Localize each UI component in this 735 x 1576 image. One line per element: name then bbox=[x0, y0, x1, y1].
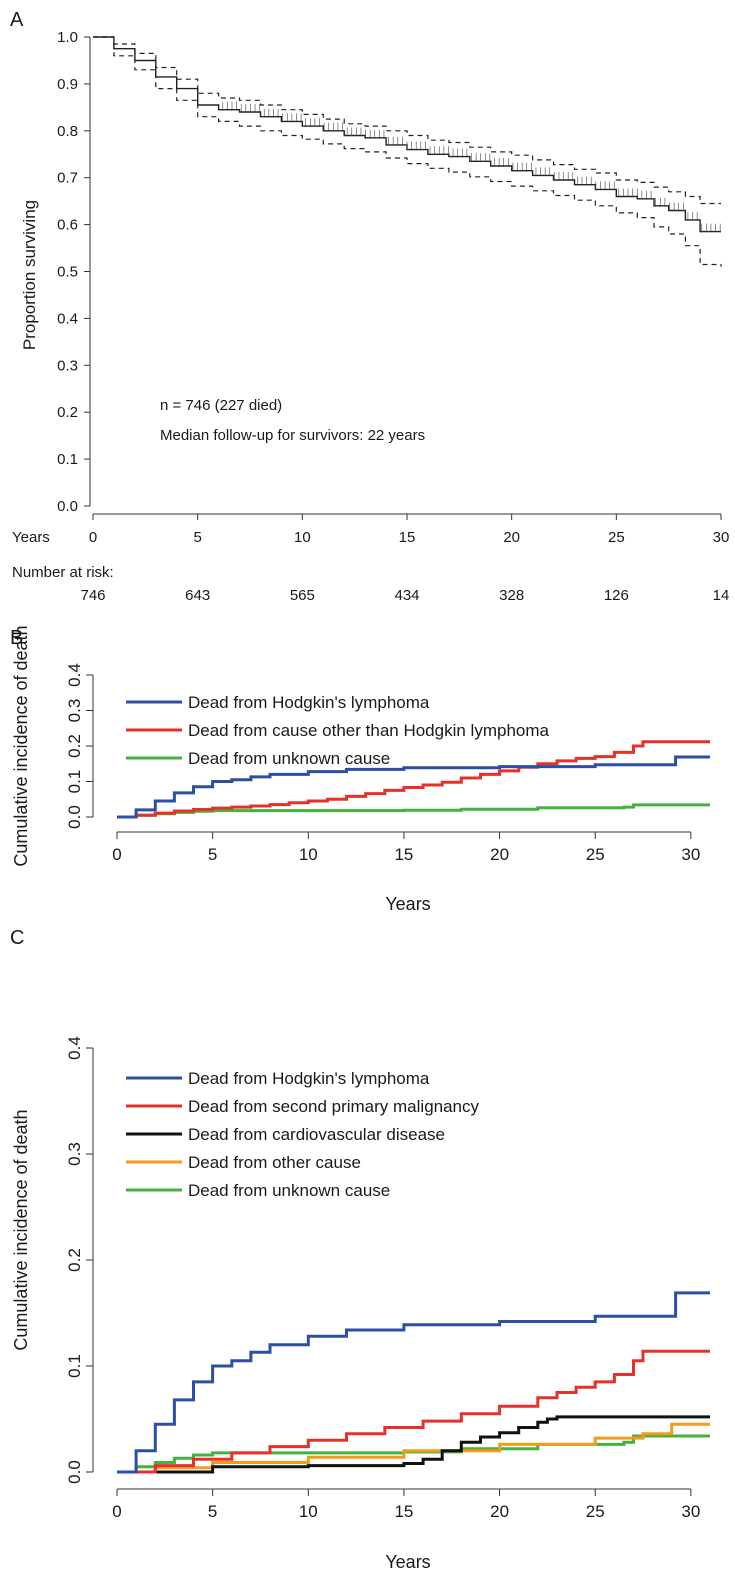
panel-b-x-tick-label: 25 bbox=[586, 845, 605, 864]
panel-c-x-tick-label: 15 bbox=[394, 1502, 413, 1521]
panel-a-x-tick-label: 25 bbox=[608, 529, 625, 546]
panel-b-series-line bbox=[117, 755, 710, 819]
panel-c-x-tick-label: 25 bbox=[586, 1502, 605, 1521]
panel-c-x-axis-label: Years bbox=[385, 1552, 430, 1572]
panel-a: A 0.0 0.1 0.2 0.3 0.4 0.5 0.6 0.7 0.8 0.9 1.0 0 5 10 1… bbox=[10, 9, 729, 604]
panel-a-annotation-n: n = 746 (227 died) bbox=[160, 397, 282, 414]
panel-b-legend-label: Dead from cause other than Hodgkin lymph… bbox=[188, 721, 550, 740]
panel-c-y-tick-label: 0.3 bbox=[65, 1142, 84, 1166]
panel-b-x-tick-label: 15 bbox=[394, 845, 413, 864]
panel-c-legend-label: Dead from other cause bbox=[188, 1153, 361, 1172]
panel-c-x-tick-label: 20 bbox=[490, 1502, 509, 1521]
panel-a-y-tick-label: 0.4 bbox=[57, 310, 78, 327]
panel-c-legend-label: Dead from Hodgkin's lymphoma bbox=[188, 1069, 430, 1088]
panel-c-legend-label: Dead from unknown cause bbox=[188, 1181, 390, 1200]
panel-b-x-tick-label: 5 bbox=[208, 845, 217, 864]
panel-c-series-line bbox=[117, 1291, 710, 1474]
risk-table-value: 643 bbox=[185, 587, 210, 604]
panel-b-y-tick-label: 0.0 bbox=[65, 805, 84, 829]
panel-b-y-axis-label: Cumulative incidence of death bbox=[11, 625, 31, 866]
panel-b-plot: 0.0 0.1 0.2 0.3 0.4 0 5 10 15 20 25 30 bbox=[65, 663, 710, 864]
panel-a-x-tick-label: 20 bbox=[503, 529, 520, 546]
panel-c-series-line bbox=[117, 1415, 710, 1474]
panel-a-y-tick-label: 1.0 bbox=[57, 29, 78, 46]
panel-a-y-tick-label: 0.9 bbox=[57, 76, 78, 93]
panel-a-y-axis-label: Proportion surviving bbox=[20, 200, 39, 350]
panel-b-label: B bbox=[10, 627, 23, 649]
panel-b-legend: Dead from Hodgkin's lymphoma Dead from ca… bbox=[126, 693, 550, 768]
panel-a-y-tick-label: 0.1 bbox=[57, 451, 78, 468]
panel-a-y-tick-label: 0.3 bbox=[57, 357, 78, 374]
panel-a-x-axis-label: Years bbox=[12, 529, 50, 546]
panel-a-y-tick-label: 0.5 bbox=[57, 264, 78, 281]
panel-a-y-tick-label: 0.0 bbox=[57, 498, 78, 515]
panel-b-x-tick-label: 0 bbox=[112, 845, 121, 864]
panel-c-x-tick-label: 10 bbox=[299, 1502, 318, 1521]
panel-c-y-tick-label: 0.2 bbox=[65, 1248, 84, 1272]
risk-table-value: 746 bbox=[80, 587, 105, 604]
panel-c-label: C bbox=[10, 927, 24, 949]
risk-table-value: 328 bbox=[499, 587, 524, 604]
risk-table-label: Number at risk: bbox=[12, 564, 114, 581]
panel-b-x-tick-label: 10 bbox=[299, 845, 318, 864]
panel-b-legend-label: Dead from unknown cause bbox=[188, 749, 390, 768]
panel-c-y-tick-label: 0.0 bbox=[65, 1460, 84, 1484]
panel-a-plot: 0.0 0.1 0.2 0.3 0.4 0.5 0.6 0.7 0.8 0.9 1.0 0 5 10 15 2… bbox=[57, 29, 729, 546]
panel-c-legend: Dead from Hodgkin's lymphoma Dead from se… bbox=[126, 1069, 480, 1200]
confidence-band-line bbox=[93, 36, 721, 205]
panel-a-y-tick-label: 0.8 bbox=[57, 123, 78, 140]
panel-c-series-line bbox=[117, 1349, 710, 1474]
panel-c-series-line bbox=[117, 1434, 710, 1474]
panel-b-y-tick-label: 0.3 bbox=[65, 699, 84, 723]
panel-c: C 0.0 0.1 0.2 0.3 0.4 0 5 10 15 20 25 30 Cumulative… bbox=[10, 927, 710, 1572]
panel-c-legend-label: Dead from second primary malignancy bbox=[188, 1097, 480, 1116]
panel-a-x-tick-label: 5 bbox=[193, 529, 201, 546]
panel-c-y-axis-label: Cumulative incidence of death bbox=[11, 1109, 31, 1350]
panel-a-x-tick-label: 0 bbox=[89, 529, 97, 546]
panel-c-legend-label: Dead from cardiovascular disease bbox=[188, 1125, 445, 1144]
panel-a-x-tick-label: 10 bbox=[294, 529, 311, 546]
panel-a-annotation-followup: Median follow-up for survivors: 22 years bbox=[160, 427, 425, 444]
panel-b-series-line bbox=[117, 740, 710, 819]
risk-table-value: 14 bbox=[713, 587, 730, 604]
survival-curve bbox=[93, 36, 721, 233]
panel-b-y-tick-label: 0.2 bbox=[65, 734, 84, 758]
panel-b-x-tick-label: 30 bbox=[681, 845, 700, 864]
panel-b-legend-label: Dead from Hodgkin's lymphoma bbox=[188, 693, 430, 712]
panel-c-y-tick-label: 0.4 bbox=[65, 1036, 84, 1060]
panel-a-label: A bbox=[10, 9, 24, 31]
panel-a-x-tick-label: 15 bbox=[399, 529, 416, 546]
panel-a-y-tick-label: 0.2 bbox=[57, 404, 78, 421]
panel-a-y-tick-label: 0.6 bbox=[57, 217, 78, 234]
panel-c-x-tick-label: 30 bbox=[681, 1502, 700, 1521]
risk-table-value: 434 bbox=[394, 587, 419, 604]
risk-table: 746 643 565 434 328 126 14 bbox=[80, 587, 729, 604]
panel-b-y-tick-label: 0.4 bbox=[65, 663, 84, 687]
panel-b-y-tick-label: 0.1 bbox=[65, 770, 84, 794]
panel-a-y-tick-label: 0.7 bbox=[57, 170, 78, 187]
panel-a-x-tick-label: 30 bbox=[713, 529, 730, 546]
risk-table-value: 126 bbox=[604, 587, 629, 604]
panel-b-x-axis-label: Years bbox=[385, 894, 430, 914]
risk-table-value: 565 bbox=[290, 587, 315, 604]
panel-c-y-tick-label: 0.1 bbox=[65, 1354, 84, 1378]
panel-b: B 0.0 0.1 0.2 0.3 0.4 0 5 10 15 20 25 30 Cumulative… bbox=[10, 625, 710, 914]
panel-b-x-tick-label: 20 bbox=[490, 845, 509, 864]
confidence-band-line bbox=[93, 36, 722, 267]
panel-c-x-tick-label: 0 bbox=[112, 1502, 121, 1521]
panel-c-x-tick-label: 5 bbox=[208, 1502, 217, 1521]
panel-c-plot: 0.0 0.1 0.2 0.3 0.4 0 5 10 15 20 25 30 bbox=[65, 1036, 710, 1521]
